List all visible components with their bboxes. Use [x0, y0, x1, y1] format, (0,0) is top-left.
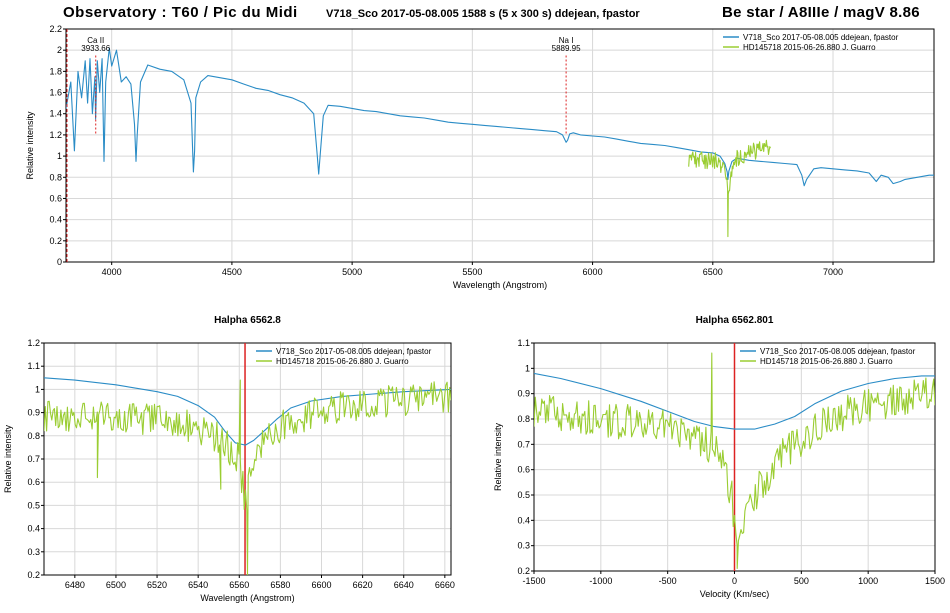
y-tick-label: 0.6 [27, 477, 40, 487]
y-tick-label: 1 [525, 363, 530, 373]
x-tick-label: 4000 [102, 267, 122, 277]
x-tick-label: 5000 [342, 267, 362, 277]
y-tick-label: 0.7 [27, 454, 40, 464]
series-line-1 [534, 372, 935, 430]
x-tick-label: 6640 [394, 580, 414, 590]
y-tick-label: 1.8 [49, 66, 62, 76]
x-tick-label: 6560 [229, 580, 249, 590]
chart-3: 0.2 0.3 0.4 0.5 0.6 0.7 0.8 0.9 1 1.1 -1500 -1000 -5… [493, 315, 945, 599]
y-tick-label: 0.9 [517, 389, 530, 399]
y-tick-label: 0.4 [27, 524, 40, 534]
y-tick-label: 0.8 [49, 172, 62, 182]
y-tick-label: 0.4 [517, 515, 530, 525]
y-tick-label: 1.6 [49, 88, 62, 98]
x-tick-label: 6580 [270, 580, 290, 590]
y-tick-label: 1 [35, 384, 40, 394]
x-tick-label: 6520 [147, 580, 167, 590]
series-line-2 [534, 352, 935, 570]
y-axis-label: Relative intensity [25, 111, 35, 180]
y-tick-label: 0.4 [49, 215, 62, 225]
legend-entry: V718_Sco 2017-05-08.005 ddejean, fpastor [276, 347, 432, 356]
y-tick-label: 1 [57, 151, 62, 161]
y-tick-label: 1.2 [27, 338, 40, 348]
chart-2: 0.2 0.3 0.4 0.5 0.6 0.7 0.8 0.9 1 1.1 1.2 6480 6500 6… [3, 315, 455, 603]
plot-area [44, 343, 451, 575]
chart-1: 0 0.2 0.4 0.6 0.8 1 1.2 1.4 1.6 1.8 2 2.2 4000 4500 50… [25, 24, 935, 290]
plot-area [66, 47, 934, 238]
y-tick-label: 0.5 [27, 500, 40, 510]
y-tick-label: 0.6 [517, 465, 530, 475]
legend-entry: V718_Sco 2017-05-08.005 ddejean, fpastor [743, 33, 899, 42]
y-tick-label: 0.2 [517, 566, 530, 576]
y-tick-label: 0.5 [517, 490, 530, 500]
y-tick-label: 1.1 [517, 338, 530, 348]
y-tick-label: 0.2 [49, 236, 62, 246]
y-tick-label: 0.9 [27, 408, 40, 418]
x-tick-label: 6480 [65, 580, 85, 590]
y-tick-label: 1.2 [49, 130, 62, 140]
x-axis-label: Wavelength (Angstrom) [453, 280, 547, 290]
series-line-1 [44, 377, 451, 446]
x-tick-label: -500 [659, 576, 677, 586]
x-tick-label: 6000 [583, 267, 603, 277]
y-axis-label: Relative intensity [3, 424, 13, 493]
x-axis-label: Velocity (Km/sec) [700, 589, 770, 599]
x-tick-label: 0 [732, 576, 737, 586]
x-tick-label: -1000 [589, 576, 612, 586]
y-tick-label: 0.6 [49, 193, 62, 203]
y-tick-label: 1.4 [49, 109, 62, 119]
y-tick-label: 0.8 [517, 414, 530, 424]
series-line-2 [44, 379, 451, 575]
series-line-1 [66, 47, 934, 187]
y-axis-label: Relative intensity [493, 422, 503, 491]
observation-title: V718_Sco 2017-05-08.005 1588 s (5 x 300 … [326, 8, 640, 20]
series-line-2 [688, 139, 771, 238]
x-tick-label: 1000 [858, 576, 878, 586]
x-tick-label: 6500 [106, 580, 126, 590]
x-tick-label: 6620 [353, 580, 373, 590]
star-class-title: Be star / A8IIIe / magV 8.86 [722, 4, 920, 21]
x-axis-label: Wavelength (Angstrom) [200, 593, 294, 603]
x-tick-label: 6660 [435, 580, 455, 590]
legend-entry: HD145718 2015-06-26.880 J. Guarro [760, 357, 893, 366]
legend-entry: HD145718 2015-06-26.880 J. Guarro [276, 357, 409, 366]
line-marker-name: Na I [559, 36, 574, 45]
legend-entry: V718_Sco 2017-05-08.005 ddejean, fpastor [760, 347, 916, 356]
line-marker-value: 3933.66 [81, 44, 110, 53]
y-tick-label: 0.7 [517, 439, 530, 449]
y-tick-label: 1.1 [27, 361, 40, 371]
y-tick-label: 0.3 [27, 547, 40, 557]
y-tick-label: 0.2 [27, 570, 40, 580]
x-tick-label: 7000 [823, 267, 843, 277]
legend-entry: HD145718 2015-06-26.880 J. Guarro [743, 43, 876, 52]
x-tick-label: 4500 [222, 267, 242, 277]
x-tick-label: 5500 [462, 267, 482, 277]
line-marker-value: 5889.95 [552, 44, 581, 53]
chart-title: Halpha 6562.801 [696, 315, 774, 326]
x-tick-label: 500 [794, 576, 809, 586]
x-tick-label: 6500 [703, 267, 723, 277]
x-tick-label: 6600 [311, 580, 331, 590]
y-tick-label: 0.8 [27, 431, 40, 441]
chart-title: Halpha 6562.8 [214, 315, 281, 326]
y-tick-label: 2.2 [49, 24, 62, 34]
line-marker-name: Ca II [87, 36, 104, 45]
y-tick-label: 0 [57, 257, 62, 267]
x-tick-label: 1500 [925, 576, 945, 586]
x-tick-label: 6540 [188, 580, 208, 590]
x-tick-label: -1500 [522, 576, 545, 586]
y-tick-label: 2 [57, 45, 62, 55]
y-tick-label: 0.3 [517, 541, 530, 551]
observatory-title: Observatory : T60 / Pic du Midi [63, 4, 298, 21]
plot-frame [65, 28, 935, 263]
plot-area [534, 343, 935, 571]
